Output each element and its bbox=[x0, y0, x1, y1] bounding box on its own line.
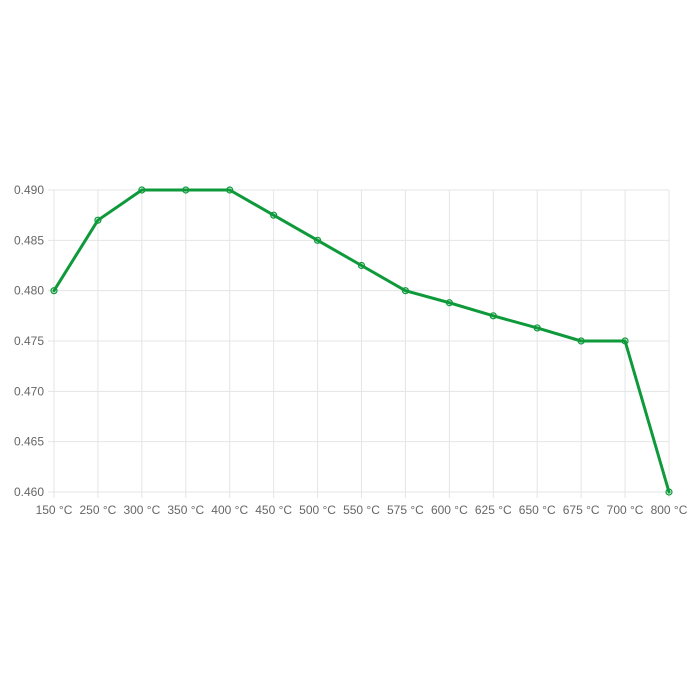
x-tick-label: 500 °C bbox=[299, 503, 336, 517]
x-tick-label: 625 °C bbox=[475, 503, 512, 517]
x-tick-label: 400 °C bbox=[211, 503, 248, 517]
y-tick-label: 0.465 bbox=[14, 435, 44, 449]
x-axis-ticks: 150 °C 250 °C 300 °C 350 °C 400 °C 450 °C 500 … bbox=[36, 503, 688, 517]
data-point bbox=[94, 216, 102, 224]
y-tick-label: 0.490 bbox=[14, 183, 44, 197]
y-tick-label: 0.475 bbox=[14, 334, 44, 348]
data-point bbox=[489, 312, 497, 320]
y-tick-label: 0.480 bbox=[14, 284, 44, 298]
y-axis-ticks: 0.460 0.465 0.470 0.475 0.480 0.485 0.490 bbox=[14, 183, 44, 499]
x-tick-label: 575 °C bbox=[387, 503, 424, 517]
data-point bbox=[445, 299, 453, 307]
x-tick-label: 300 °C bbox=[123, 503, 160, 517]
data-point bbox=[533, 324, 541, 332]
x-tick-label: 800 °C bbox=[651, 503, 688, 517]
data-point bbox=[621, 337, 629, 345]
x-tick-label: 350 °C bbox=[167, 503, 204, 517]
y-tick-label: 0.485 bbox=[14, 233, 44, 247]
data-point bbox=[270, 211, 278, 219]
x-tick-label: 250 °C bbox=[80, 503, 117, 517]
x-tick-label: 600 °C bbox=[431, 503, 468, 517]
series-layer bbox=[50, 186, 673, 496]
data-point bbox=[50, 287, 58, 295]
data-point bbox=[577, 337, 585, 345]
y-tick-label: 0.470 bbox=[14, 384, 44, 398]
x-tick-label: 675 °C bbox=[563, 503, 600, 517]
x-tick-label: 550 °C bbox=[343, 503, 380, 517]
data-point bbox=[401, 287, 410, 295]
x-tick-label: 150 °C bbox=[36, 503, 73, 517]
data-point bbox=[665, 488, 673, 496]
data-point bbox=[138, 186, 146, 194]
data-point bbox=[357, 261, 366, 270]
series-line bbox=[52, 188, 671, 494]
data-point bbox=[313, 236, 322, 244]
x-tick-label: 450 °C bbox=[255, 503, 292, 517]
data-point bbox=[226, 186, 234, 194]
data-point bbox=[182, 186, 190, 194]
grid bbox=[48, 189, 670, 498]
y-tick-label: 0.460 bbox=[14, 485, 44, 499]
x-tick-label: 650 °C bbox=[519, 503, 556, 517]
x-tick-label: 700 °C bbox=[607, 503, 644, 517]
